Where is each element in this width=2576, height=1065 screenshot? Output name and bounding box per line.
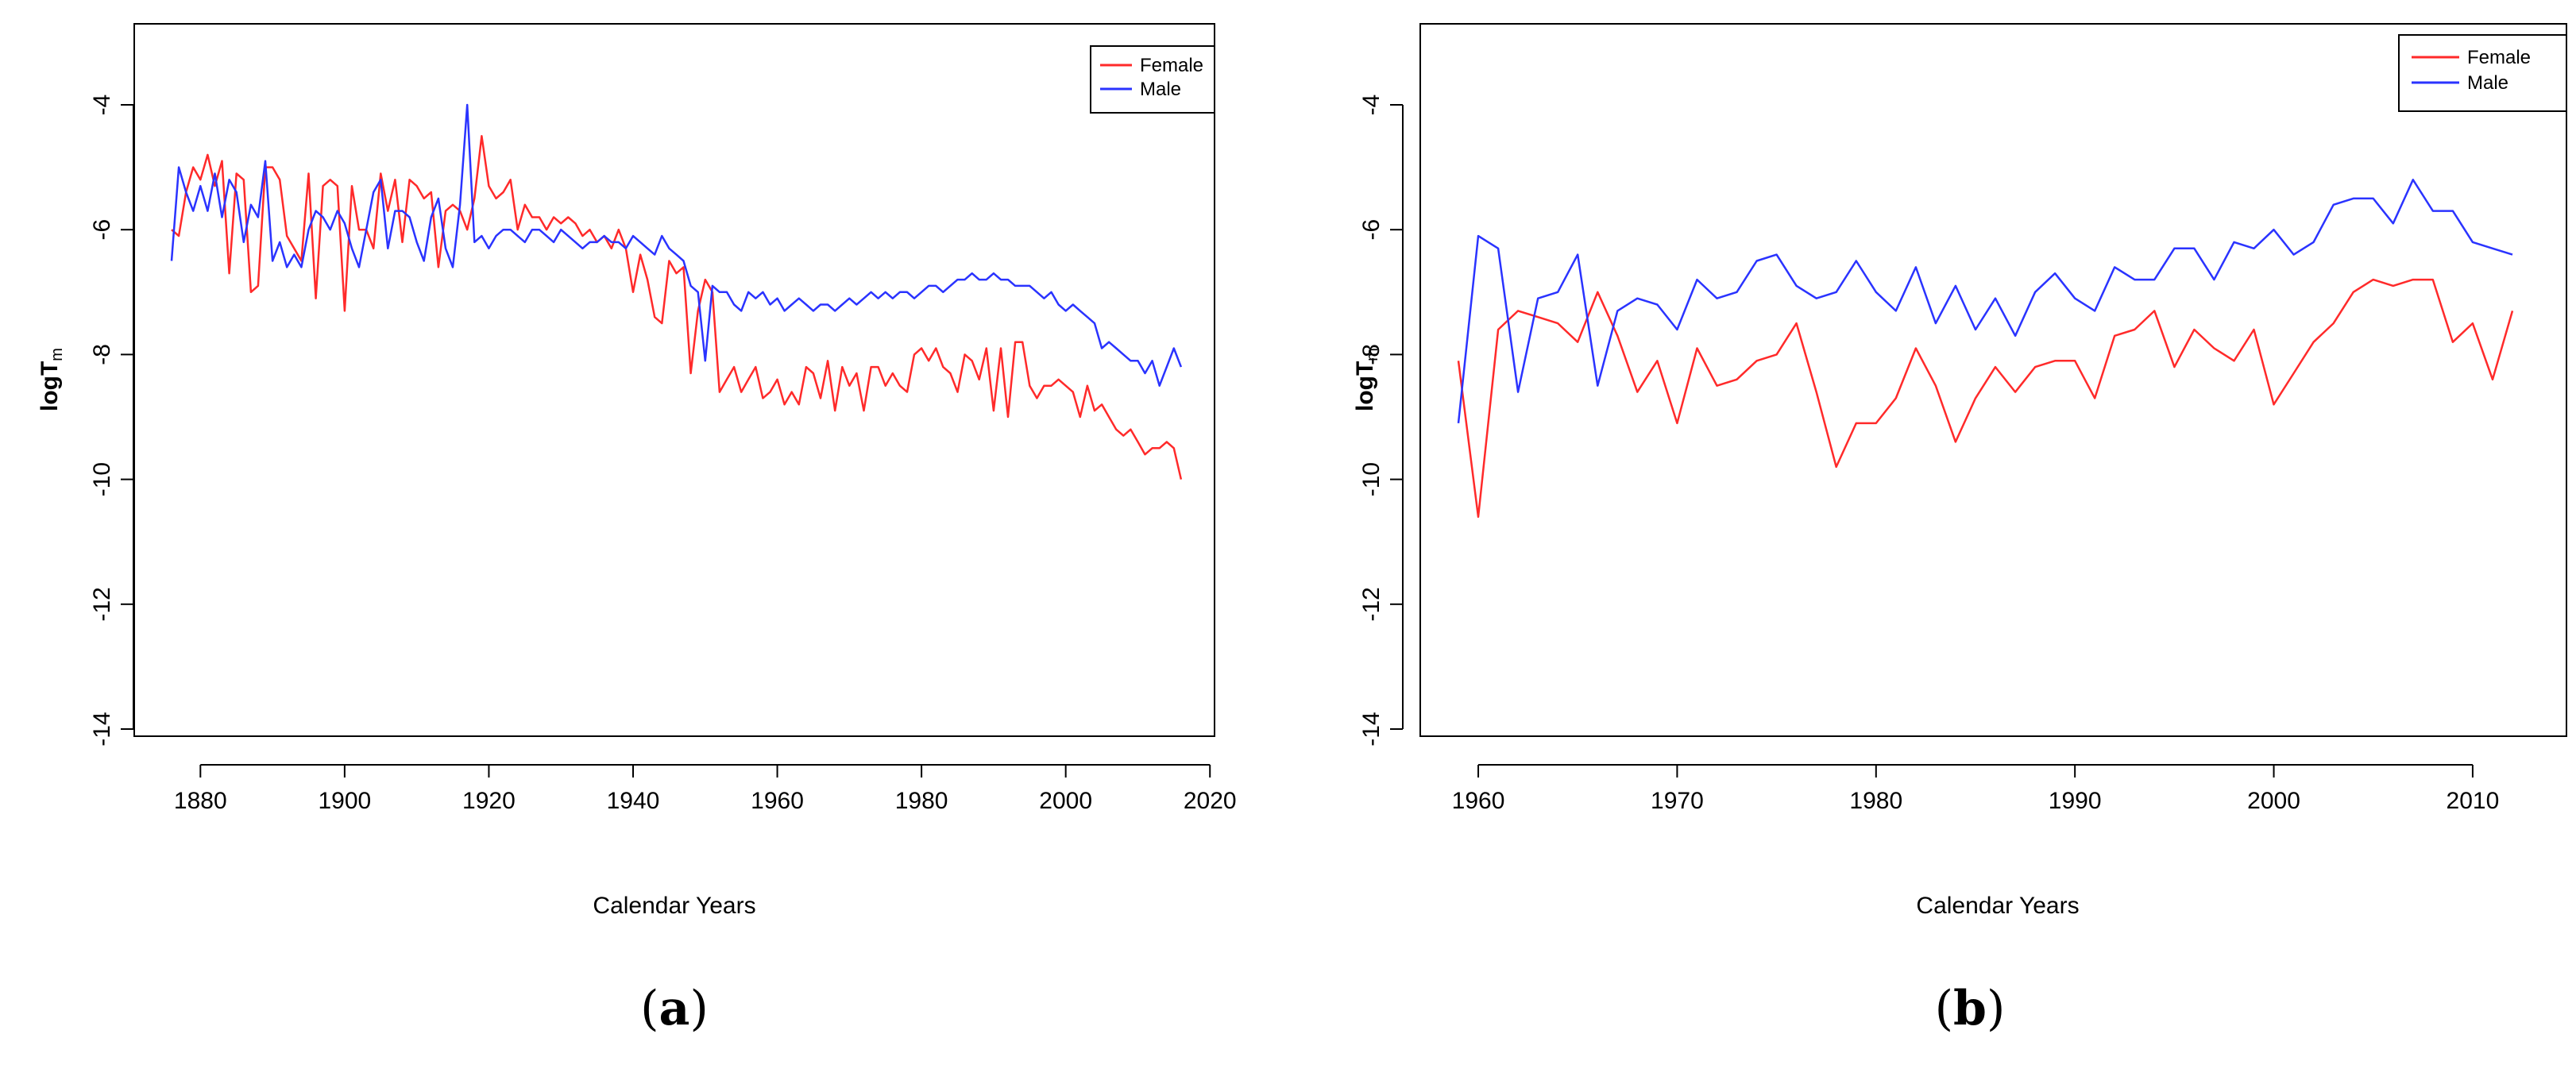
legend-box [1090,45,1215,114]
panel-label-a-close: ) [689,981,708,1036]
y-axis: -14 -12 -10 -8 -6 -4 [89,95,134,747]
legend-label-female: Female [2467,47,2531,68]
legend: Female Male [2398,34,2567,112]
y-tick-label: -12 [1358,587,1385,621]
y-axis-label-subscript: m [48,348,66,361]
x-tick-label: 2000 [1039,788,1092,814]
y-tick-label: -12 [89,587,115,621]
x-tick-label: 2020 [1184,788,1237,814]
chart-panel-a: -14 -12 -10 -8 -6 -4 1880 1900 1920 1940 1960 1980… [37,23,1237,1036]
y-tick-label: -10 [89,462,115,496]
series-group [170,103,1183,480]
panel-label-b-close: ) [1987,981,2005,1036]
x-tick-label: 1960 [1452,788,1505,814]
y-tick-label: -6 [89,219,115,241]
series-line-female [171,135,1183,480]
plot-frame [1419,23,2567,737]
legend-label-female: Female [1140,55,1203,76]
plot-frame [133,23,1215,737]
y-tick-label: -6 [1358,219,1385,241]
panel-label-b-letter: b [1953,981,1987,1036]
x-axis-label: Calendar Years [593,893,755,919]
panel-label-b: (b) [1935,981,2006,1036]
x-tick-label: 1980 [895,788,948,814]
series-line-male [1457,179,2513,424]
chart-panel-b: -14 -12 -10 -8 -6 -4 1960 1970 1980 1990 2000 2010… [1352,23,2567,1036]
y-axis-label: logTm [1352,348,1381,411]
x-tick-label: 1880 [174,788,227,814]
x-tick-label: 2000 [2247,788,2300,814]
x-tick-label: 1900 [318,788,371,814]
legend: Female Male [1090,45,1215,114]
series-line-female [1457,278,2514,519]
panel-label-a-open: ( [640,981,658,1036]
panel-label-a-letter: a [659,981,690,1036]
x-tick-label: 1980 [1849,788,1902,814]
x-axis: 1880 1900 1920 1940 1960 1980 2000 2020 [174,764,1237,814]
x-tick-label: 1990 [2049,788,2102,814]
x-axis-label: Calendar Years [1916,893,2079,919]
y-tick-label: -8 [89,344,115,365]
x-tick-label: 2010 [2447,788,2500,814]
series-group [1457,179,2514,519]
y-axis: -14 -12 -10 -8 -6 -4 [1358,95,1404,747]
x-tick-label: 1970 [1651,788,1704,814]
y-tick-label: -4 [1358,95,1385,116]
y-tick-label: -10 [1358,462,1385,496]
y-axis-label-main: logT [37,361,63,411]
panel-label-a: (a) [640,981,709,1036]
y-axis-label-main: logT [1352,361,1378,411]
y-tick-label: -14 [89,712,115,746]
x-tick-label: 1920 [462,788,516,814]
y-tick-label: -14 [1358,712,1385,746]
legend-box [2398,34,2567,112]
x-axis: 1960 1970 1980 1990 2000 2010 [1452,764,2500,814]
y-axis-label: logTm [37,348,66,411]
x-tick-label: 1960 [751,788,804,814]
x-tick-label: 1940 [607,788,660,814]
legend-label-male: Male [1140,79,1181,100]
series-line-male [170,103,1183,387]
y-tick-label: -4 [89,95,115,116]
legend-label-male: Male [2467,72,2508,94]
y-axis-label-subscript: m [1364,348,1381,361]
y-tick-label: -8 [1358,344,1385,365]
panel-label-b-open: ( [1935,981,1953,1036]
